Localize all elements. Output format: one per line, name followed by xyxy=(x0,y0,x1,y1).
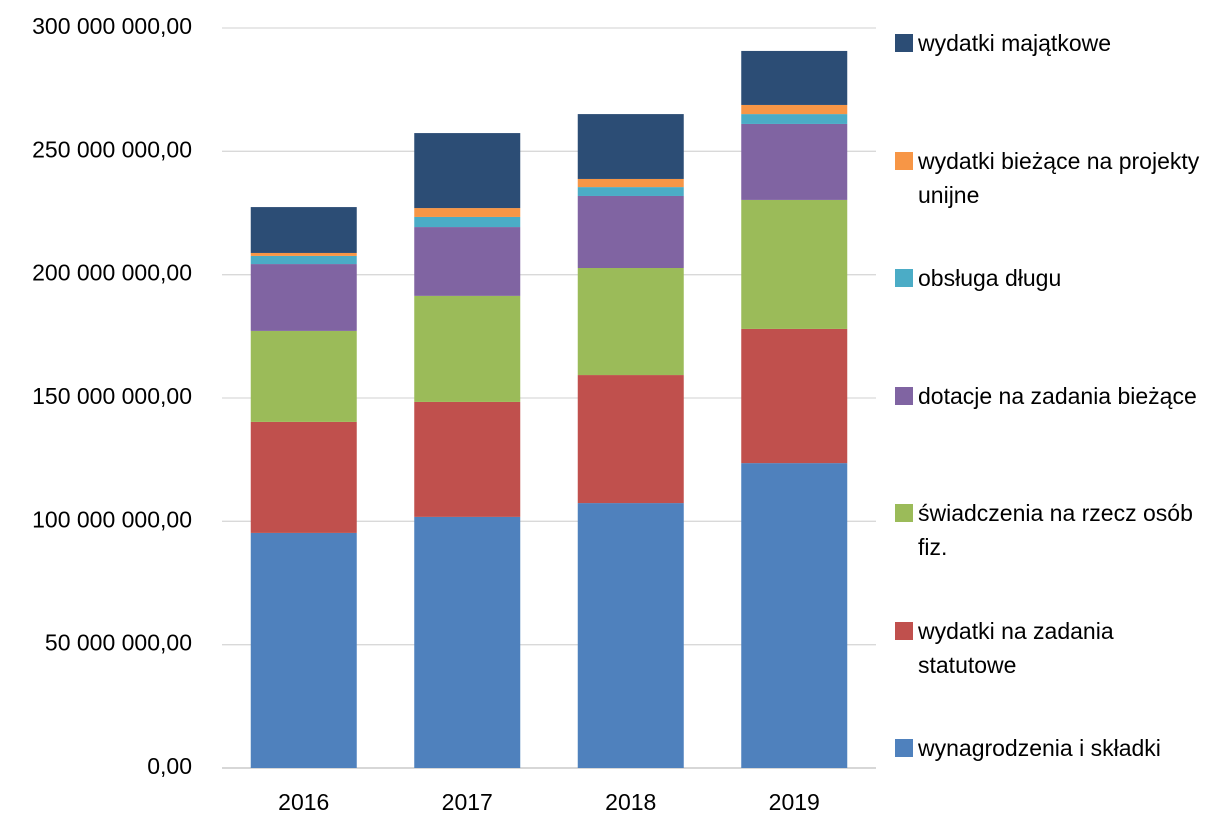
legend-label: świadczenia na rzecz osób fiz. xyxy=(918,500,1193,560)
bar-segment xyxy=(250,264,357,331)
bar-segment xyxy=(741,328,848,464)
bar-segment xyxy=(577,375,684,504)
y-tick-label: 150 000 000,00 xyxy=(32,383,192,409)
bar-segment xyxy=(577,178,684,188)
bar-segment xyxy=(741,123,848,200)
bar-segment xyxy=(250,255,357,265)
bar-segment xyxy=(741,104,848,115)
legend-label: wynagrodzenia i składki xyxy=(918,735,1161,761)
bar-segment xyxy=(414,227,521,296)
bar-segment xyxy=(250,207,357,253)
legend-swatch xyxy=(895,386,913,405)
legend-swatch xyxy=(895,739,913,757)
legend-item: wynagrodzenia i składki xyxy=(895,731,1205,765)
y-tick-label: 50 000 000,00 xyxy=(45,630,192,656)
legend-item: wydatki majątkowe xyxy=(895,26,1205,60)
legend-label: wydatki majątkowe xyxy=(918,30,1112,56)
bar-segment xyxy=(741,463,848,768)
bar-segment xyxy=(250,252,357,256)
legend-swatch xyxy=(895,151,913,170)
bar-segment xyxy=(414,295,521,402)
legend-swatch xyxy=(895,504,913,522)
legend-label: dotacje na zadania bieżące xyxy=(918,382,1197,409)
bar-segment xyxy=(577,503,684,768)
legend-item: wydatki bieżące na projekty unijne xyxy=(895,144,1205,212)
bar-segment xyxy=(250,330,357,422)
bar-segment xyxy=(250,421,357,533)
bar-segment xyxy=(741,114,848,124)
x-tick-label: 2018 xyxy=(605,789,656,815)
bar-segment xyxy=(577,268,684,376)
legend-swatch xyxy=(895,269,913,287)
legend-label: obsługa długu xyxy=(918,265,1062,291)
bar-segment xyxy=(577,114,684,179)
y-tick-label: 100 000 000,00 xyxy=(32,506,192,532)
bar-segment xyxy=(414,516,521,768)
bar-segment xyxy=(414,401,521,517)
legend-label: wydatki na zadania statutowe xyxy=(918,617,1114,678)
y-tick-label: 300 000 000,00 xyxy=(32,13,192,39)
legend-swatch xyxy=(895,621,913,640)
x-tick-label: 2017 xyxy=(442,789,493,815)
legend-swatch xyxy=(895,34,913,52)
y-tick-label: 250 000 000,00 xyxy=(32,136,192,162)
legend-item: dotacje na zadania bieżące xyxy=(895,379,1205,413)
y-tick-label: 200 000 000,00 xyxy=(32,260,192,286)
bar-segment xyxy=(250,532,357,768)
legend-item: świadczenia na rzecz osób fiz. xyxy=(895,496,1205,564)
bar-segment xyxy=(414,133,521,209)
legend-label: wydatki bieżące na projekty unijne xyxy=(918,147,1200,208)
legend-item: wydatki na zadania statutowe xyxy=(895,614,1205,682)
bar-segment xyxy=(741,50,848,105)
y-tick-label: 0,00 xyxy=(147,753,192,779)
bar-segment xyxy=(741,199,848,329)
bar-segment xyxy=(414,208,521,217)
x-tick-label: 2019 xyxy=(769,789,820,815)
x-tick-label: 2016 xyxy=(278,789,329,815)
bar-segment xyxy=(577,195,684,269)
legend-item: obsługa długu xyxy=(895,261,1205,295)
bar-segment xyxy=(577,187,684,196)
bar-segment xyxy=(414,216,521,228)
